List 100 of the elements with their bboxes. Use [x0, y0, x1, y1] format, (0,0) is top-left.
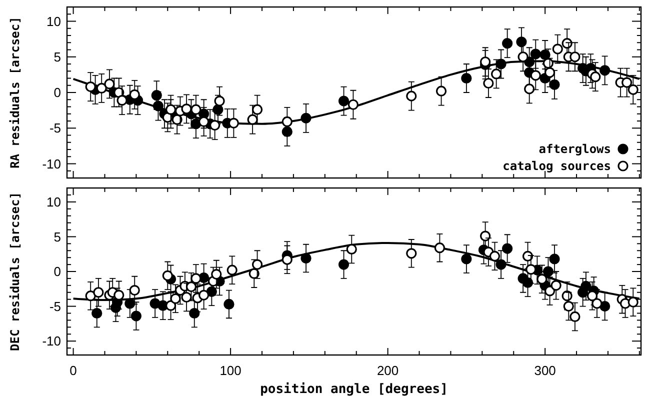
- point: [544, 286, 556, 296]
- point: [480, 56, 491, 68]
- point: [211, 268, 222, 280]
- point: [85, 82, 96, 92]
- point: [152, 100, 164, 112]
- point: [540, 49, 550, 60]
- point: [190, 273, 202, 284]
- point: [406, 90, 417, 102]
- point: [550, 280, 562, 291]
- point: [526, 264, 536, 275]
- point: [181, 292, 192, 303]
- point: [338, 259, 350, 270]
- y-tick-label: 10: [46, 194, 61, 210]
- point: [480, 230, 491, 242]
- point: [96, 82, 107, 94]
- point: [434, 242, 446, 254]
- point: [502, 243, 513, 254]
- point: [406, 248, 417, 259]
- point: [85, 290, 96, 302]
- point: [552, 44, 563, 54]
- point: [600, 65, 610, 76]
- point: [622, 77, 632, 88]
- point: [226, 264, 238, 276]
- legend-label: catalog sources: [502, 159, 611, 174]
- y-tick-label: -10: [42, 156, 61, 172]
- point: [104, 78, 115, 90]
- x-tick-label: 200: [376, 363, 399, 378]
- y-tick-label: 5: [54, 229, 61, 244]
- point: [570, 52, 580, 62]
- point: [129, 284, 140, 296]
- point: [130, 310, 142, 322]
- x-tick-label: 0: [70, 363, 77, 378]
- point: [496, 259, 506, 270]
- point: [172, 114, 182, 125]
- point: [282, 116, 292, 128]
- point: [436, 86, 447, 96]
- point: [300, 112, 312, 124]
- point: [252, 104, 263, 115]
- y-tick-label: -5: [49, 120, 61, 136]
- y-tick-label: 0: [54, 264, 61, 280]
- point: [114, 290, 124, 300]
- point: [189, 308, 200, 319]
- point: [586, 290, 598, 302]
- y-tick-label: 0: [54, 85, 61, 100]
- point: [536, 274, 548, 284]
- point: [544, 67, 556, 78]
- point: [563, 300, 574, 312]
- point: [124, 298, 136, 309]
- point: [549, 79, 560, 90]
- point: [580, 280, 592, 292]
- point: [162, 270, 173, 281]
- point: [248, 268, 260, 279]
- point: [628, 296, 638, 308]
- point: [348, 99, 359, 110]
- point: [190, 104, 202, 115]
- point: [214, 96, 225, 106]
- point: [300, 252, 312, 264]
- point: [524, 84, 535, 94]
- point: [92, 308, 102, 319]
- x-axis-title: position angle [degrees]: [260, 382, 448, 397]
- point: [542, 266, 554, 277]
- y-tick-label: 5: [54, 49, 61, 64]
- legend-label: afterglows: [538, 142, 611, 156]
- point: [461, 254, 472, 264]
- point: [338, 96, 350, 106]
- y-axis-title: RA residuals [arcsec]: [8, 16, 22, 168]
- point: [461, 72, 472, 84]
- point: [628, 84, 638, 95]
- point: [522, 277, 534, 288]
- point: [518, 52, 528, 62]
- point: [570, 311, 580, 322]
- point: [210, 120, 220, 131]
- point: [530, 48, 541, 60]
- x-tick-label: 300: [534, 363, 556, 378]
- point: [549, 254, 560, 264]
- point: [590, 72, 601, 82]
- point: [151, 90, 162, 101]
- point: [224, 298, 234, 310]
- point: [198, 116, 210, 128]
- point: [198, 290, 210, 300]
- point: [491, 68, 502, 80]
- point: [93, 287, 104, 298]
- point: [170, 293, 181, 304]
- point: [592, 298, 602, 309]
- y-tick-label: -5: [49, 298, 61, 314]
- point: [181, 104, 192, 114]
- point: [530, 70, 541, 81]
- point: [129, 89, 140, 100]
- point: [483, 78, 494, 89]
- point: [489, 250, 500, 262]
- point: [252, 259, 263, 270]
- point: [600, 300, 610, 312]
- point: [116, 95, 128, 106]
- y-tick-label: -10: [42, 334, 61, 349]
- x-tick-label: 100: [220, 363, 242, 378]
- y-axis-title: DEC residuals [arcsec]: [8, 192, 22, 351]
- point: [496, 58, 506, 70]
- point: [247, 114, 258, 125]
- point: [346, 244, 357, 255]
- point: [516, 36, 527, 48]
